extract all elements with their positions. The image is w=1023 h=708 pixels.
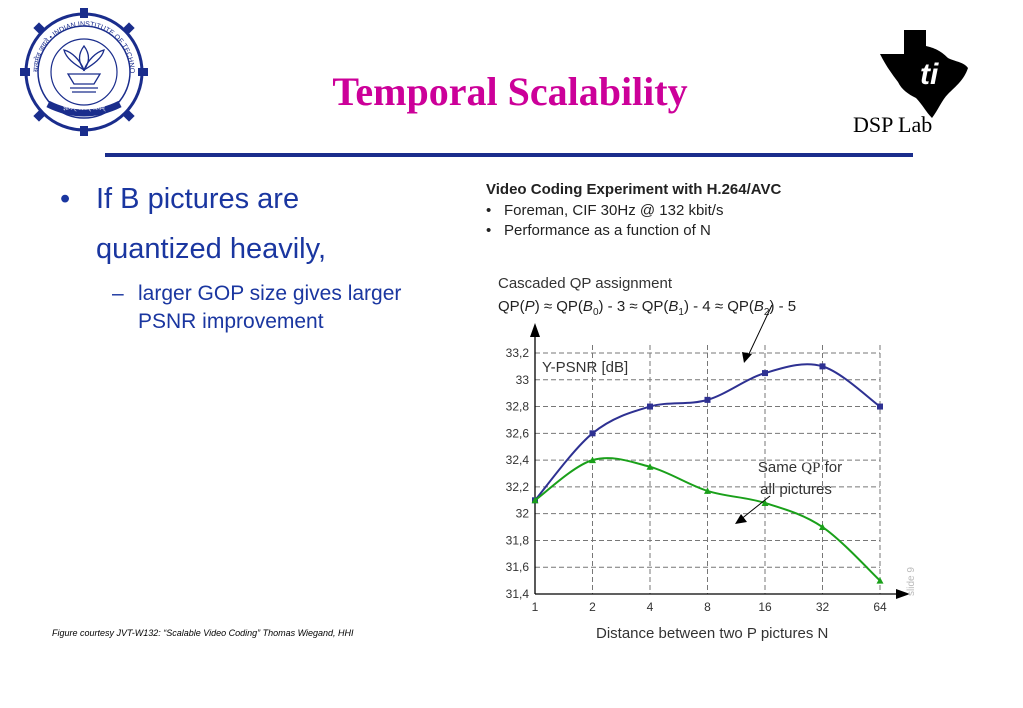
- y-tick-label: 32,8: [506, 400, 530, 414]
- y-tick-label: 32,6: [506, 426, 530, 440]
- chart-grid: [535, 345, 881, 594]
- x-axis-arrow: [896, 589, 910, 599]
- chart-series: [531, 363, 884, 584]
- qp-formula: QP(P) ≈ QP(B0) - 3 ≈ QP(B1) - 4 ≈ QP(B2)…: [498, 298, 796, 318]
- logo-motto: ज्ञानम् परमम् ध्येयम्: [63, 104, 105, 112]
- figure-subheading: Cascaded QP assignment: [498, 275, 673, 292]
- series-2-point: [704, 487, 711, 494]
- y-tick-label: 32,4: [506, 453, 530, 467]
- series-2-point: [589, 456, 596, 464]
- annotation-line-2: all pictures: [760, 481, 832, 498]
- ti-texas-logo-icon: ti: [880, 30, 968, 118]
- series-2-point: [646, 463, 654, 470]
- y-tick-label: 33: [516, 373, 530, 387]
- series-2-point: [876, 577, 884, 584]
- y-axis-label: Y-PSNR [dB]: [542, 359, 628, 376]
- iit-bombay-logo: सत्यमेव जयते • INDIAN INSTITUTE OF TECHN…: [8, 4, 148, 136]
- figure-note-2: Performance as a function of N: [504, 222, 711, 239]
- series-1-point: [647, 403, 653, 410]
- figure-note-bullet: •: [486, 222, 491, 239]
- y-tick-label: 31,6: [506, 560, 530, 574]
- sub-bullet-dash: –: [112, 282, 124, 305]
- series-1-point: [819, 363, 826, 370]
- figure-note-bullet: •: [486, 202, 491, 219]
- chart-axes: [530, 323, 910, 599]
- chart-ticks: 31,4 31,6 31,8 32 32,2 32,4 32,6 32,8 33 33,2 1 2 4 8…: [506, 346, 887, 614]
- y-tick-label: 31,4: [506, 587, 530, 601]
- series-1-point: [762, 370, 768, 377]
- dsp-lab-label: DSP Lab: [853, 112, 933, 137]
- y-tick-label: 32: [516, 507, 530, 521]
- x-tick-label: 64: [873, 600, 887, 614]
- series-2-point: [819, 523, 826, 531]
- annotation-arrow-blue: [742, 304, 773, 363]
- main-bullet: • If B pictures are quantized heavily,: [60, 174, 400, 274]
- x-tick-label: 32: [816, 600, 830, 614]
- sub-bullet: – larger GOP size gives larger PSNR impr…: [112, 280, 452, 336]
- x-tick-label: 1: [532, 600, 539, 614]
- annotation-same-qp: Same QP for all pictures: [758, 459, 842, 498]
- x-tick-label: 8: [704, 600, 711, 614]
- slide-number: slide 9: [906, 567, 917, 596]
- y-tick-label: 32,2: [506, 480, 530, 494]
- x-tick-label: 2: [589, 600, 596, 614]
- series-2-point: [761, 499, 769, 506]
- x-axis-label: Distance between two P pictures N: [596, 625, 828, 642]
- y-tick-label: 31,8: [506, 533, 530, 547]
- psnr-figure: Video Coding Experiment with H.264/AVC •…: [486, 181, 910, 642]
- series-1-line: [534, 363, 881, 501]
- bullet-dot: •: [60, 183, 71, 215]
- slide-title: Temporal Scalability: [332, 69, 688, 114]
- bullet-text: If B pictures are quantized heavily,: [96, 183, 327, 265]
- y-axis-arrow: [530, 323, 540, 337]
- svg-text:ti: ti: [920, 58, 939, 91]
- x-axis-label-text: Distance between two P pictures N: [596, 625, 828, 642]
- series-2-point: [531, 496, 539, 504]
- series-1-point: [704, 396, 711, 403]
- annotation-arrow-green: [735, 495, 771, 524]
- series-1-point: [589, 430, 596, 437]
- x-tick-label: 16: [758, 600, 772, 614]
- figure-caption: Figure courtesy JVT-W132: “Scalable Vide…: [52, 628, 354, 638]
- title-underline: [105, 153, 913, 157]
- y-tick-label: 33,2: [506, 346, 530, 360]
- figure-note-1: Foreman, CIF 30Hz @ 132 kbit/s: [504, 202, 723, 219]
- sub-bullet-text: larger GOP size gives larger PSNR improv…: [138, 282, 402, 333]
- series-1-point: [877, 403, 883, 410]
- x-tick-label: 4: [647, 600, 654, 614]
- annotation-line-1: Same QP for: [758, 459, 842, 476]
- figure-heading: Video Coding Experiment with H.264/AVC: [486, 181, 781, 198]
